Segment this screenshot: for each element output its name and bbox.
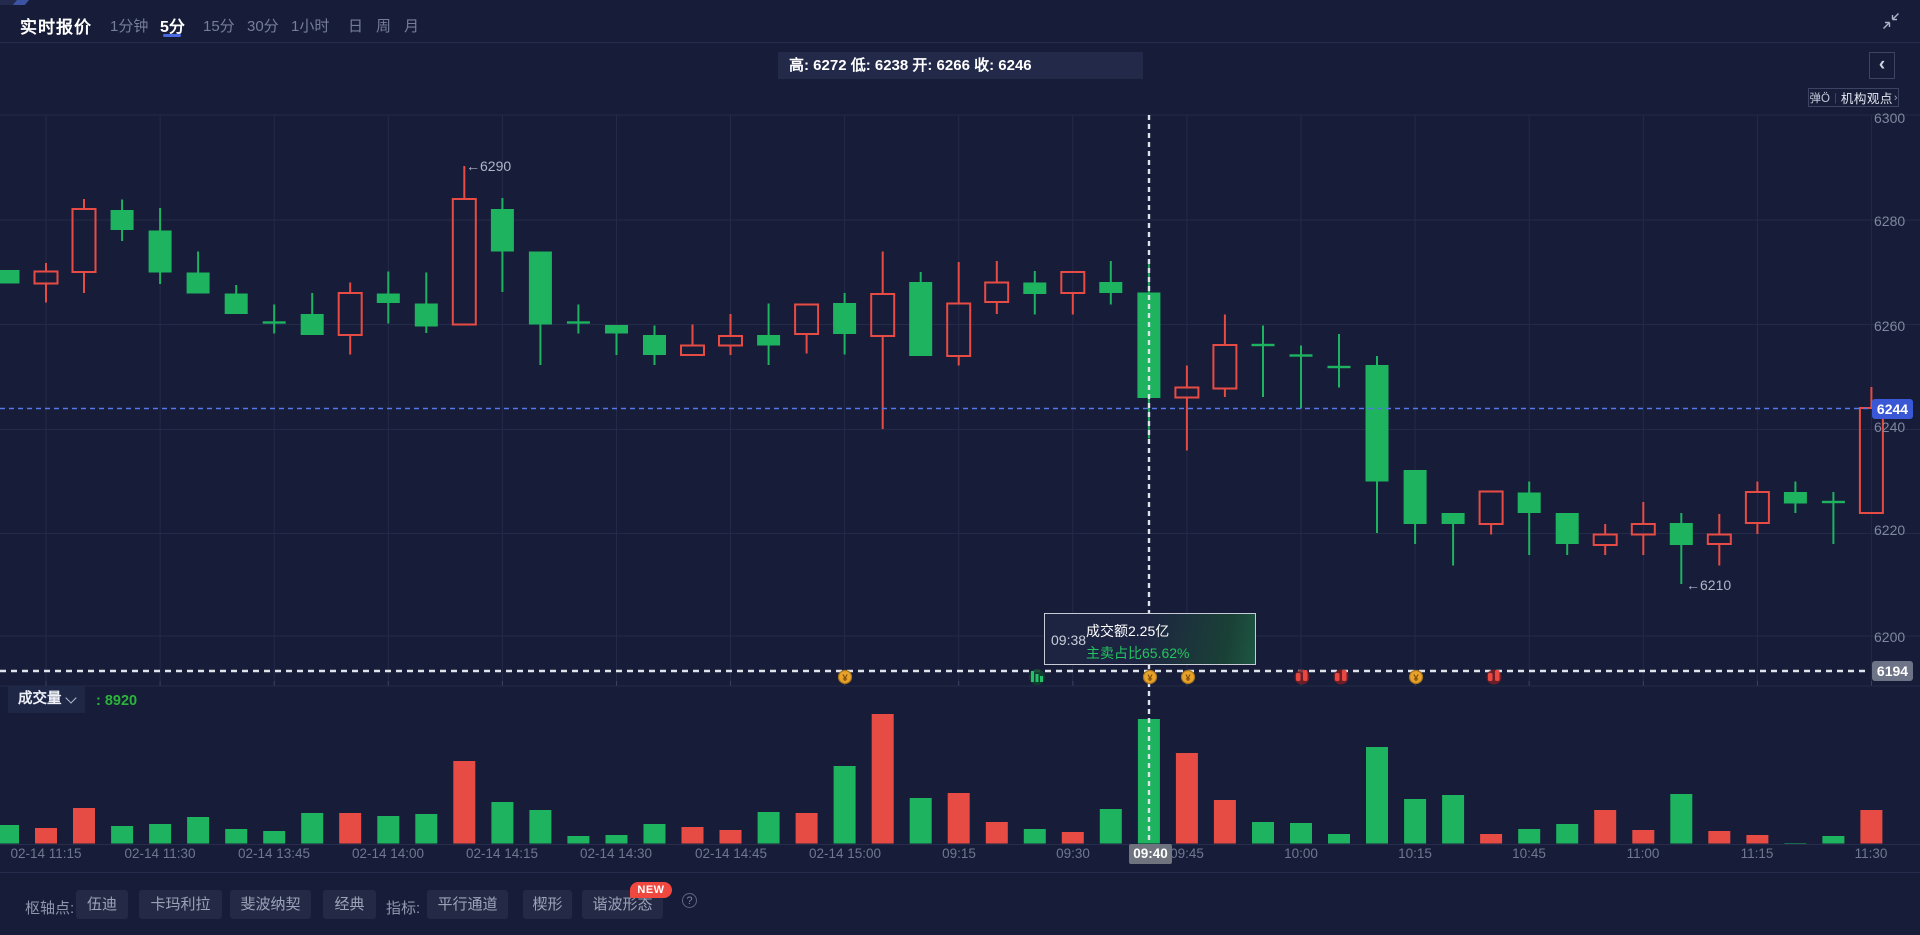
svg-text:¥: ¥ xyxy=(842,673,848,684)
svg-text:¥: ¥ xyxy=(1147,673,1153,684)
svg-text:←6290: ←6290 xyxy=(466,158,511,174)
svg-text:¥: ¥ xyxy=(1185,673,1191,684)
svg-text:¥: ¥ xyxy=(1413,673,1419,684)
svg-text:←6210: ←6210 xyxy=(1686,577,1731,593)
